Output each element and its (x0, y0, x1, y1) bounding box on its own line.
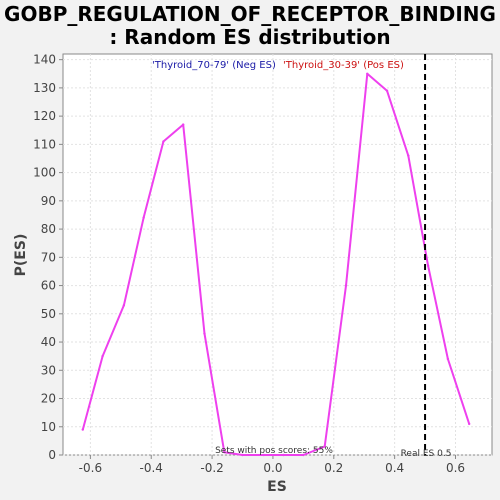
legend-neg-es: 'Thyroid_70-79' (Neg ES) (152, 60, 276, 71)
data-point (344, 284, 348, 287)
y-axis-label: P(ES) (13, 234, 29, 277)
y-tick-label: 110 (33, 137, 56, 151)
y-tick-label: 140 (33, 53, 56, 67)
x-tick-label: -0.6 (79, 461, 102, 475)
data-point (162, 140, 165, 143)
y-tick-label: 120 (33, 109, 56, 123)
data-point (467, 422, 471, 426)
data-point (446, 357, 450, 361)
y-tick-label: 40 (41, 335, 56, 349)
series-layer (81, 72, 471, 457)
y-axis-ticks: 0 10 20 30 40 50 60 70 80 90 100 110 120 130 140 (33, 53, 63, 462)
x-tick-label: 0.6 (446, 461, 465, 475)
x-axis-label: ES (267, 479, 287, 495)
y-tick-label: 80 (41, 222, 56, 236)
data-point (407, 154, 410, 157)
pos-scores-annotation: Sets with pos scores: 55% (215, 446, 333, 456)
x-tick-label: 0.0 (263, 461, 282, 475)
x-tick-label: 0.4 (385, 461, 404, 475)
y-tick-label: 100 (33, 166, 56, 180)
data-point (142, 216, 145, 219)
data-point (81, 428, 84, 431)
x-axis-ticks: -0.6 -0.4 -0.2 0.0 0.2 0.4 0.6 (79, 455, 465, 475)
y-tick-label: 50 (41, 307, 56, 321)
x-tick-label: 0.2 (324, 461, 343, 475)
data-point (203, 332, 206, 335)
y-tick-label: 0 (48, 448, 56, 462)
legend-pos-es: 'Thyroid_30-39' (Pos ES) (283, 60, 404, 71)
y-tick-label: 10 (41, 420, 56, 434)
real-es-label: Real ES 0.5 (401, 449, 452, 459)
data-point (122, 304, 126, 307)
data-point (385, 89, 389, 92)
data-point (241, 453, 244, 457)
y-tick-label: 130 (33, 81, 56, 95)
y-tick-label: 70 (41, 250, 56, 264)
data-point (181, 123, 185, 126)
x-tick-label: -0.4 (140, 461, 163, 475)
data-point (426, 264, 430, 267)
y-tick-label: 30 (41, 363, 56, 377)
data-point (101, 354, 104, 358)
y-tick-label: 60 (41, 279, 56, 293)
chart-title: GOBP_REGULATION_OF_RECEPTOR_BINDING (4, 2, 496, 26)
chart-subtitle: : Random ES distribution (109, 25, 390, 49)
x-tick-label: -0.2 (200, 461, 223, 475)
grid (63, 54, 492, 456)
data-point (262, 453, 266, 457)
y-tick-label: 90 (41, 194, 56, 208)
series-line (81, 72, 471, 456)
plot-area (62, 53, 493, 456)
data-point (366, 72, 369, 75)
data-point (323, 445, 326, 448)
data-point (223, 450, 226, 454)
data-point (302, 453, 305, 457)
y-tick-label: 20 (41, 392, 56, 406)
data-point (282, 453, 285, 457)
